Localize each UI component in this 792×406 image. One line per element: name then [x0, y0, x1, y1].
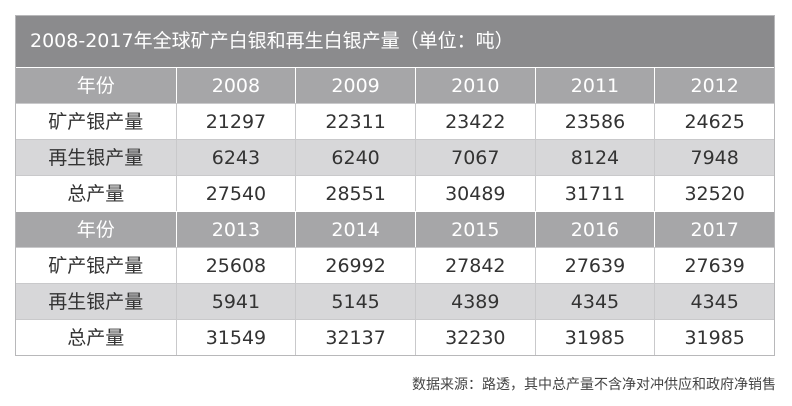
data-row: 再生银产量 6243 6240 7067 8124 7948: [16, 139, 775, 175]
row-label: 矿产银产量: [16, 247, 176, 283]
row-label: 总产量: [16, 175, 176, 211]
header-row: 年份 2008 2009 2010 2011 2012: [16, 67, 775, 103]
header-cell: 2015: [414, 211, 535, 247]
data-cell: 6240: [295, 139, 415, 175]
row-label: 再生银产量: [16, 139, 176, 175]
data-cell: 5941: [175, 283, 296, 319]
header-cell: 年份: [16, 67, 176, 103]
table-frame: 2008-2017年全球矿产白银和再生白银产量（单位：吨） 年份 2008 2009…: [15, 15, 775, 356]
data-cell: 22311: [295, 103, 415, 139]
data-cell: 31985: [534, 319, 655, 355]
header-cell: 2013: [175, 211, 296, 247]
row-label: 总产量: [16, 319, 176, 355]
header-cell: 2010: [414, 67, 535, 103]
data-cell: 31985: [654, 319, 775, 355]
data-cell: 4345: [654, 283, 775, 319]
data-row: 总产量 27540 28551 30489 31711 32520: [16, 175, 775, 211]
data-cell: 27842: [414, 247, 535, 283]
data-row: 总产量 31549 32137 32230 31985 31985: [16, 319, 775, 355]
data-cell: 4345: [534, 283, 655, 319]
data-cell: 32137: [295, 319, 415, 355]
header-cell: 2017: [654, 211, 775, 247]
data-cell: 32520: [654, 175, 775, 211]
data-cell: 31711: [534, 175, 655, 211]
header-cell: 年份: [16, 211, 176, 247]
row-label: 矿产银产量: [16, 103, 176, 139]
data-cell: 23586: [534, 103, 655, 139]
source-note: 数据来源：路透，其中总产量不含净对冲供应和政府净销售: [412, 377, 776, 393]
data-row: 矿产银产量 25608 26992 27842 27639 27639: [16, 247, 775, 283]
data-cell: 31549: [175, 319, 296, 355]
data-cell: 5145: [295, 283, 415, 319]
data-cell: 25608: [175, 247, 296, 283]
data-cell: 7067: [414, 139, 535, 175]
data-cell: 8124: [534, 139, 655, 175]
header-cell: 2009: [295, 67, 415, 103]
header-cell: 2008: [175, 67, 296, 103]
data-row: 矿产银产量 21297 22311 23422 23586 24625: [16, 103, 775, 139]
header-cell: 2011: [534, 67, 655, 103]
data-cell: 27540: [175, 175, 296, 211]
data-row: 再生银产量 5941 5145 4389 4345 4345: [16, 283, 775, 319]
header-cell: 2016: [534, 211, 655, 247]
table-body: 年份 2008 2009 2010 2011 2012 矿产银产量 21297 22311 234…: [16, 67, 775, 355]
header-cell: 2014: [295, 211, 415, 247]
data-cell: 26992: [295, 247, 415, 283]
data-cell: 6243: [175, 139, 296, 175]
header-row: 年份 2013 2014 2015 2016 2017: [16, 211, 775, 247]
data-cell: 23422: [414, 103, 535, 139]
data-cell: 4389: [414, 283, 535, 319]
header-cell: 2012: [654, 67, 775, 103]
row-label: 再生银产量: [16, 283, 176, 319]
data-cell: 32230: [414, 319, 535, 355]
table-title: 2008-2017年全球矿产白银和再生白银产量（单位：吨）: [16, 16, 774, 67]
data-cell: 30489: [414, 175, 535, 211]
data-cell: 27639: [654, 247, 775, 283]
data-cell: 27639: [534, 247, 655, 283]
data-cell: 24625: [654, 103, 775, 139]
data-cell: 28551: [295, 175, 415, 211]
data-cell: 7948: [654, 139, 775, 175]
data-cell: 21297: [175, 103, 296, 139]
